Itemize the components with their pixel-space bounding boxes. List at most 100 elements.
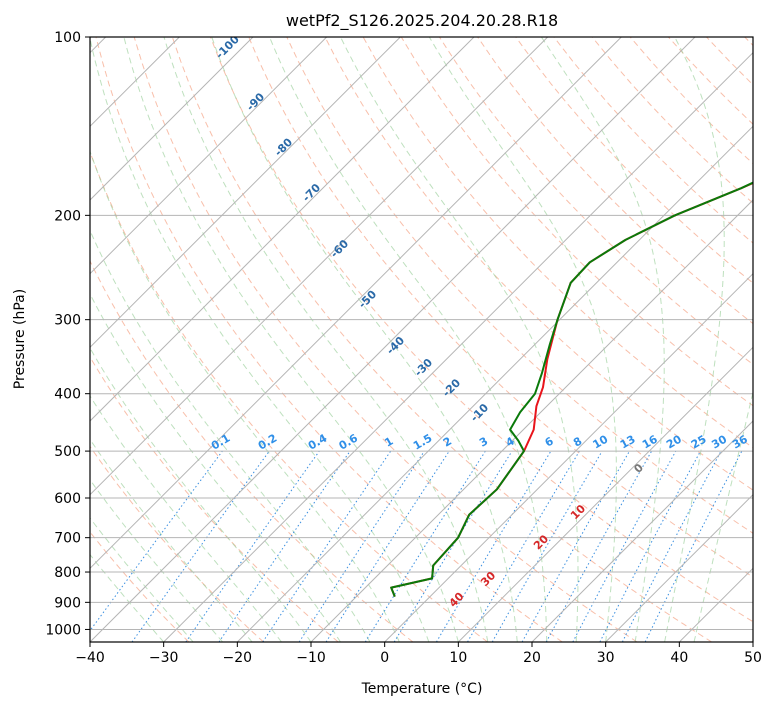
x-tick-label: 10 [449, 650, 467, 666]
moist-adiabat [90, 149, 400, 642]
mixing-ratio-line [185, 450, 320, 642]
dry-adiabat-label: -10 [468, 401, 491, 424]
x-tick-label: 50 [744, 650, 762, 666]
mixing-ratio-label: 3 [477, 435, 490, 450]
isotherm [310, 199, 753, 642]
mixing-ratio-line [599, 450, 701, 642]
mixing-ratio-label: 0.4 [306, 431, 330, 452]
dry-adiabat [248, 37, 753, 578]
y-tick-label: 400 [54, 387, 81, 403]
moist-adiabat [90, 293, 341, 642]
mixing-ratio-line [364, 450, 486, 642]
mixing-ratio-label: 0.2 [256, 432, 279, 453]
mixing-ratio-line [545, 450, 653, 642]
x-tick-label: −30 [149, 650, 179, 666]
dry-adiabat [286, 37, 753, 534]
isotherm [90, 37, 401, 349]
y-tick-label: 900 [54, 595, 81, 611]
isotherm [752, 641, 753, 642]
dry-adiabat [90, 531, 190, 642]
y-tick-label: 600 [54, 491, 81, 507]
isotherm [605, 493, 753, 642]
dry-adiabat [90, 445, 264, 642]
dry-adiabat-label: -60 [328, 237, 351, 260]
moist-adiabat-label: 40 [447, 590, 467, 610]
dry-adiabat [744, 37, 753, 47]
mixing-ratio-line [325, 450, 450, 642]
line-labels: 0.1 0.2 0.4 0.6 1 1.5 2 3 4 6 8 10 13 16 20 25 30 36-100-… [209, 37, 750, 610]
profile-line-2 [390, 181, 753, 597]
isotherm [531, 420, 753, 642]
moist-adiabat [123, 37, 459, 642]
dry-adiabat-label: -50 [356, 288, 379, 311]
isotherm [163, 51, 753, 642]
isotherm [236, 125, 753, 642]
moist-adiabat [90, 517, 194, 642]
mixing-ratio-label: 0.1 [209, 432, 232, 453]
dry-adiabat-label: -90 [244, 90, 267, 113]
dry-adiabat-label: -30 [412, 356, 435, 379]
isotherm [90, 37, 328, 275]
mixing-ratio-line [298, 450, 425, 642]
dry-adiabat [171, 37, 712, 642]
y-tick-label: 300 [54, 313, 81, 329]
mixing-ratio-line [572, 450, 677, 642]
moist-adiabat [540, 37, 665, 642]
mixing-ratio-label: 16 [640, 432, 660, 451]
profile-lines [390, 181, 753, 597]
moist-adiabat-label: 20 [531, 532, 551, 552]
mixing-ratio-label: 10 [590, 432, 610, 451]
x-tick-label: −10 [296, 650, 326, 666]
dry-adiabat-label: -20 [440, 376, 463, 399]
mixing-ratio-line [218, 450, 351, 642]
isotherm [90, 37, 622, 570]
plot-frame [89, 36, 754, 643]
x-tick-label: 0 [380, 650, 389, 666]
dry-adiabat [90, 356, 339, 642]
isotherm [90, 37, 549, 496]
mixing-ratio-line [90, 450, 223, 632]
moist-adiabat [90, 479, 223, 642]
moist-adiabat [211, 37, 518, 642]
moist-adiabat [90, 37, 430, 642]
mixing-ratio-label: 36 [730, 432, 750, 451]
mixing-ratio-line [262, 450, 392, 642]
moist-adiabat [428, 37, 617, 642]
x-tick-label: −40 [75, 650, 105, 666]
moist-adiabat-label: 0 [631, 461, 646, 476]
x-axis-label: Temperature (°C) [361, 681, 483, 697]
mixing-ratio-label: 1 [382, 435, 395, 450]
y-tick-label: 100 [54, 30, 81, 46]
y-tick-label: 800 [54, 565, 81, 581]
y-tick-label: 700 [54, 531, 81, 547]
moist-adiabat [693, 390, 753, 642]
moist-adiabat [90, 438, 253, 642]
mixing-ratio-label: 13 [618, 433, 638, 452]
moist-adiabat [163, 37, 489, 642]
moist-adiabat [269, 37, 548, 642]
mixing-ratio-label: 30 [709, 432, 729, 451]
dry-adiabat [515, 37, 753, 284]
x-tick-label: 40 [670, 650, 688, 666]
mixing-ratio-label: 8 [571, 435, 584, 450]
isotherm [90, 37, 475, 422]
y-tick-label: 1000 [45, 622, 81, 638]
mixing-ratio-line [521, 450, 630, 642]
isotherm [678, 567, 753, 642]
dry-adiabat [324, 37, 753, 491]
background-lines [90, 37, 753, 642]
moist-adiabat [664, 37, 725, 642]
y-tick-label: 500 [54, 444, 81, 460]
y-tick-label: 200 [54, 208, 81, 224]
dry-adiabat [90, 259, 414, 642]
x-tick-label: −20 [223, 650, 253, 666]
mixing-ratio-label: 6 [543, 434, 556, 449]
mixing-ratio-label: 25 [689, 433, 709, 452]
dry-adiabat [133, 37, 638, 642]
moist-adiabat [90, 394, 282, 642]
mixing-ratio-line [393, 450, 513, 642]
moist-adiabat [340, 37, 579, 642]
isotherm [457, 346, 753, 642]
